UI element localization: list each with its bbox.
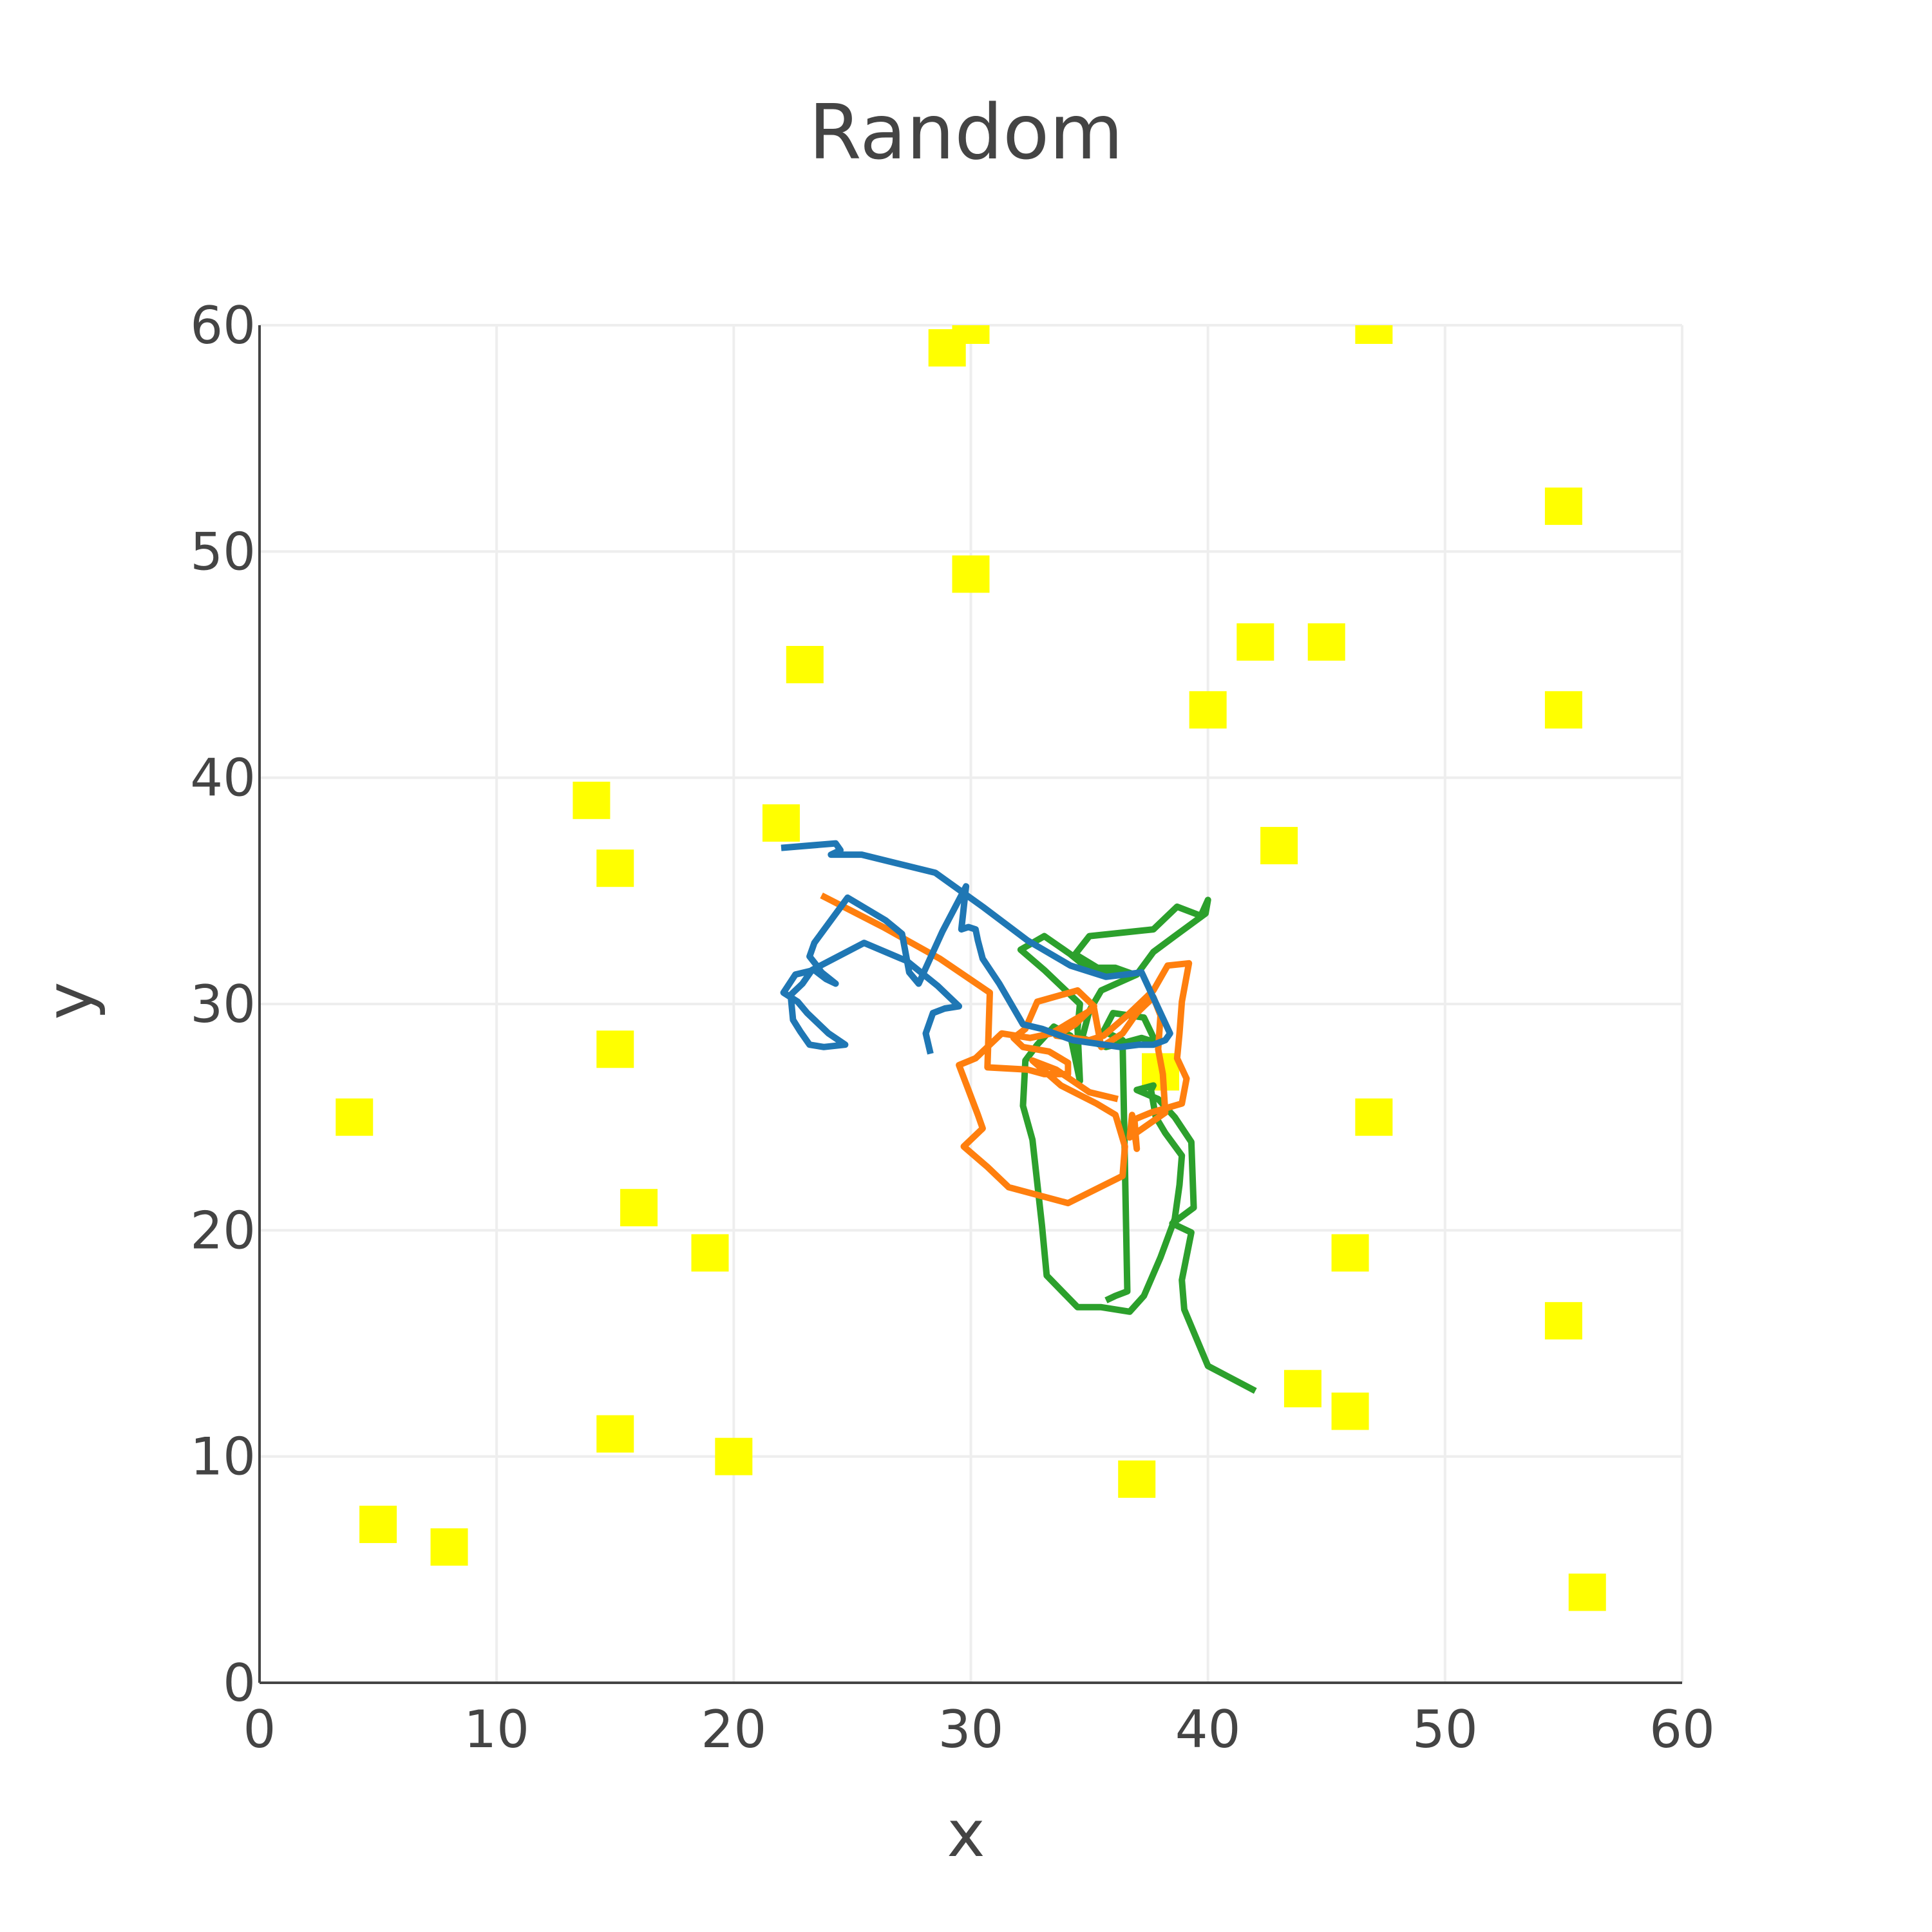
x-tick-label: 40	[1175, 1700, 1241, 1759]
square-marker	[1544, 691, 1582, 729]
x-tick-label: 10	[464, 1700, 529, 1759]
square-marker	[1355, 325, 1393, 344]
square-marker	[573, 781, 611, 819]
square-marker	[359, 1506, 397, 1544]
y-axis-title: y	[32, 981, 107, 1019]
axes	[258, 325, 1682, 1684]
square-marker	[1283, 1370, 1321, 1408]
square-marker	[1236, 623, 1274, 661]
square-marker	[1307, 623, 1345, 661]
square-marker	[620, 1189, 658, 1227]
square-marker	[1544, 488, 1582, 526]
square-marker	[952, 325, 990, 344]
square-marker	[691, 1234, 729, 1272]
marker-series	[336, 325, 1606, 1611]
square-marker	[1189, 691, 1227, 729]
square-marker	[430, 1528, 468, 1566]
line-series-3	[780, 840, 1173, 1055]
tick-labels: 0 10 20 30 40 50 60 0 10 20 30 40 50 60	[190, 296, 1715, 1759]
line-series-2	[820, 892, 1193, 1207]
x-tick-label: 0	[243, 1700, 276, 1759]
square-marker	[596, 1030, 634, 1068]
y-tick-label: 20	[190, 1200, 256, 1260]
square-marker	[1260, 827, 1298, 865]
square-marker	[1544, 1302, 1582, 1340]
square-marker	[596, 849, 634, 887]
square-marker	[952, 555, 990, 593]
square-marker	[596, 1415, 634, 1453]
x-tick-label: 50	[1412, 1700, 1478, 1759]
square-marker	[1331, 1392, 1369, 1430]
grid-lines	[260, 324, 1683, 1683]
square-marker	[1355, 1098, 1393, 1136]
x-tick-label: 30	[938, 1700, 1004, 1759]
square-marker	[1568, 1573, 1606, 1611]
y-tick-label: 40	[190, 748, 256, 808]
y-tick-label: 10	[190, 1427, 256, 1487]
square-marker	[762, 804, 800, 842]
chart-title: Random	[809, 88, 1124, 176]
square-marker	[786, 646, 824, 683]
square-marker	[336, 1098, 374, 1136]
square-marker	[715, 1437, 753, 1475]
y-tick-label: 0	[223, 1653, 256, 1713]
y-tick-label: 50	[190, 522, 256, 582]
square-marker	[1331, 1234, 1369, 1272]
x-tick-label: 60	[1649, 1700, 1715, 1759]
y-tick-label: 30	[190, 974, 256, 1034]
x-axis-title: x	[947, 1796, 985, 1871]
x-tick-label: 20	[701, 1700, 766, 1759]
y-tick-label: 60	[190, 296, 256, 355]
square-marker	[1118, 1460, 1156, 1498]
line-series-group	[780, 840, 1257, 1394]
